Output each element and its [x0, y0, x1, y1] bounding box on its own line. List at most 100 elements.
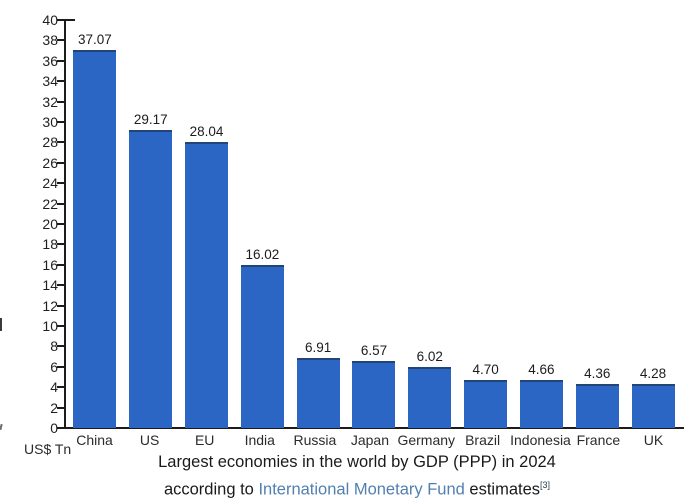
x-axis-line	[64, 427, 684, 429]
bar-uk[interactable]	[631, 384, 675, 428]
x-category-label: Russia	[293, 432, 337, 448]
y-tick-label: 26	[42, 154, 58, 171]
x-category-label: Brazil	[465, 432, 501, 448]
bar-value-label: 4.66	[528, 362, 555, 378]
bar-value-label: 4.36	[584, 365, 611, 381]
y-tick-mark	[57, 161, 65, 164]
bar-item-india: 16.02	[234, 20, 290, 428]
bars-row: 37.07 29.17 28.04 16.02 6.91 6.57 6.02 4.70 4.66…	[67, 20, 681, 428]
y-axis-line	[64, 20, 66, 428]
bar-item-russia: 6.91	[290, 20, 346, 428]
x-category-label: Indonesia	[510, 432, 571, 448]
bar-india[interactable]	[240, 264, 284, 428]
y-tick-mark	[57, 386, 65, 389]
y-tick-mark	[57, 59, 65, 62]
bar-value-label: 6.57	[360, 343, 388, 358]
bar-item-germany: 6.02	[402, 20, 458, 428]
y-tick-mark	[57, 243, 65, 246]
bar-item-france: 4.36	[569, 20, 625, 428]
y-tick-label: 40	[42, 12, 58, 28]
y-tick-label: 34	[42, 73, 58, 90]
x-category-label: France	[576, 432, 621, 448]
y-tick-label: 24	[42, 175, 58, 192]
bar-china[interactable]	[73, 49, 117, 428]
y-tick-label: 22	[42, 195, 58, 212]
y-tick-label: 36	[42, 52, 58, 69]
bar-item-uk: 4.28	[625, 20, 681, 428]
x-category-label: Japan	[350, 432, 389, 448]
x-category-label: US	[139, 432, 160, 448]
y-axis-unit-label: US$ Tn	[24, 441, 72, 457]
bar-value-label: 4.28	[639, 366, 667, 382]
y-tick-mark	[57, 325, 65, 327]
bar-germany[interactable]	[408, 366, 452, 428]
bar-value-label: 29.17	[133, 112, 168, 128]
y-tick-label: 10	[42, 318, 58, 334]
y-tick-mark	[57, 19, 65, 21]
bar-indonesia[interactable]	[519, 380, 563, 428]
y-tick-mark	[57, 100, 65, 103]
bar-japan[interactable]	[352, 361, 396, 428]
bar-value-label: 6.91	[305, 339, 332, 355]
bar-item-us: 29.17	[123, 20, 179, 428]
x-category-label: China	[76, 432, 113, 448]
bar-item-eu: 28.04	[179, 20, 235, 428]
caption-line2-suffix: estimates	[464, 480, 541, 499]
caption-line2-prefix: according to	[163, 480, 259, 499]
y-tick-label: 0	[50, 420, 58, 436]
y-tick-label: 4	[50, 379, 58, 396]
bar-russia[interactable]	[296, 357, 340, 428]
y-tick-mark	[57, 39, 65, 42]
bar-value-label: 37.07	[78, 31, 112, 47]
y-tick-mark	[57, 406, 65, 409]
y-tick-label: 12	[42, 297, 58, 314]
y-tick-label: 30	[42, 114, 58, 130]
imf-link[interactable]: International Monetary Fund	[258, 480, 465, 499]
bar-value-label: 6.02	[416, 348, 443, 364]
y-tick-label: 20	[42, 216, 58, 232]
cropped-text-fragment-mid	[0, 318, 2, 331]
y-tick-label: 38	[42, 32, 58, 49]
y-tick-mark	[57, 427, 65, 429]
x-axis-labels: China US EU India Russia Japan Germany Brazil In…	[67, 432, 681, 448]
bar-value-label: 16.02	[245, 246, 280, 262]
y-tick-label: 6	[50, 358, 58, 375]
y-tick-label: 18	[42, 236, 58, 253]
y-tick-mark	[57, 121, 65, 123]
y-tick-label: 2	[50, 399, 58, 416]
bar-item-brazil: 4.70	[458, 20, 514, 428]
x-category-label: Germany	[397, 432, 456, 448]
bar-brazil[interactable]	[464, 380, 508, 428]
x-category-label: India	[244, 432, 275, 448]
cropped-text-fragment-lower	[0, 423, 3, 431]
x-category-label: UK	[643, 432, 664, 448]
y-tick-label: 8	[50, 338, 58, 355]
y-tick-mark	[57, 182, 65, 185]
citation-marker[interactable]: [3]	[540, 480, 551, 490]
bar-item-indonesia: 4.66	[514, 20, 570, 428]
bar-us[interactable]	[129, 130, 173, 428]
y-tick-mark	[57, 202, 65, 205]
chart-caption: Largest economies in the world by GDP (P…	[30, 451, 684, 502]
y-tick-mark	[57, 345, 65, 348]
caption-line2: according to International Monetary Fund…	[30, 474, 684, 502]
caption-line1: Largest economies in the world by GDP (P…	[158, 453, 556, 471]
y-tick-mark	[57, 80, 65, 83]
y-tick-mark	[57, 284, 65, 287]
y-tick-mark	[57, 223, 65, 225]
bar-eu[interactable]	[185, 142, 229, 428]
axis-top-cap	[64, 19, 75, 21]
bar-item-china: 37.07	[67, 20, 123, 428]
y-tick-label: 32	[42, 93, 58, 110]
x-category-label: EU	[194, 432, 215, 448]
y-tick-label: 16	[42, 256, 58, 273]
bar-item-japan: 6.57	[346, 20, 402, 428]
y-tick-label: 14	[42, 277, 58, 294]
bar-value-label: 4.70	[472, 362, 499, 378]
bar-value-label: 28.04	[189, 124, 224, 139]
bar-france[interactable]	[575, 383, 619, 428]
y-tick-mark	[57, 141, 65, 144]
y-tick-mark	[57, 365, 65, 368]
y-tick-mark	[57, 304, 65, 307]
